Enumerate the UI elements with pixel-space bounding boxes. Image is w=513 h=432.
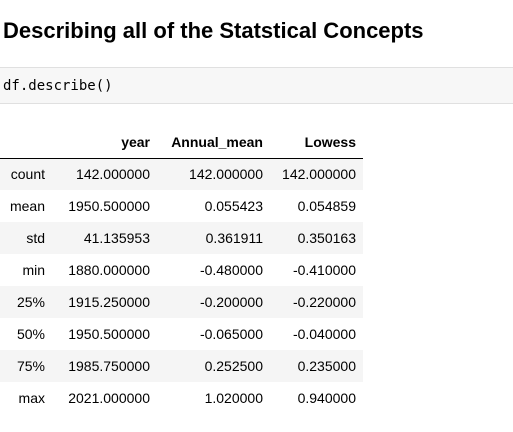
table-cell: 142.000000	[189, 166, 263, 183]
table-cell: 0.252500	[204, 358, 263, 374]
code-cell[interactable]: df.describe()	[0, 67, 513, 104]
table-cell: 1950.500000	[68, 326, 150, 342]
index-header	[0, 127, 52, 159]
table-cell: -0.410000	[292, 262, 356, 278]
row-label: min	[22, 262, 45, 278]
table-cell: -0.200000	[199, 294, 263, 310]
table-row: 50% 1950.500000 -0.065000 -0.040000	[0, 318, 363, 350]
table-cell: -0.040000	[292, 326, 356, 342]
row-label: 25%	[16, 294, 45, 310]
table-cell: 1915.250000	[68, 294, 150, 310]
table-row: 75% 1985.750000 0.252500 0.235000	[0, 350, 363, 382]
table-row: mean 1950.500000 0.055423 0.054859	[0, 190, 363, 222]
table-row: count 142.000000 142.000000 142.000000	[0, 158, 363, 190]
table-cell: 0.055423	[204, 198, 263, 214]
table-cell: 0.054859	[297, 198, 356, 214]
table-cell: 0.940000	[297, 390, 356, 406]
row-label: count	[10, 166, 45, 183]
code-text: df.describe()	[3, 78, 113, 94]
row-label: 50%	[16, 326, 45, 342]
row-label: mean	[9, 198, 45, 214]
table-row: 25% 1915.250000 -0.200000 -0.220000	[0, 286, 363, 318]
column-header-annual-mean: Annual_mean	[157, 127, 270, 159]
table-cell: 142.000000	[282, 166, 356, 183]
table-cell: 0.361911	[205, 230, 263, 246]
table-cell: 1880.000000	[68, 262, 150, 278]
table-cell: -0.480000	[199, 262, 263, 278]
table-cell: 41.135953	[83, 230, 150, 246]
table-cell: 1985.750000	[68, 358, 150, 374]
column-header-year: year	[52, 127, 157, 159]
section-heading: Describing all of the Statstical Concept…	[3, 18, 424, 43]
column-header-lowess: Lowess	[270, 127, 363, 159]
table-header-row: year Annual_mean Lowess	[0, 127, 363, 159]
table-cell: 0.350163	[297, 230, 356, 246]
row-label: 75%	[16, 358, 45, 374]
table-cell: 2021.000000	[68, 390, 150, 406]
table-cell: -0.065000	[199, 326, 263, 342]
describe-output-table: year Annual_mean Lowess count 142.000000…	[0, 127, 363, 414]
table-row: min 1880.000000 -0.480000 -0.410000	[0, 254, 363, 286]
table-cell: 0.235000	[297, 358, 356, 374]
table-row: std 41.135953 0.361911 0.350163	[0, 222, 363, 254]
row-label: max	[18, 390, 45, 406]
table-cell: 142.000000	[76, 166, 150, 183]
table-cell: 1.020000	[204, 390, 263, 406]
table-row: max 2021.000000 1.020000 0.940000	[0, 382, 363, 414]
table-cell: -0.220000	[292, 294, 356, 310]
row-label: std	[26, 230, 45, 246]
table-cell: 1950.500000	[68, 198, 150, 214]
